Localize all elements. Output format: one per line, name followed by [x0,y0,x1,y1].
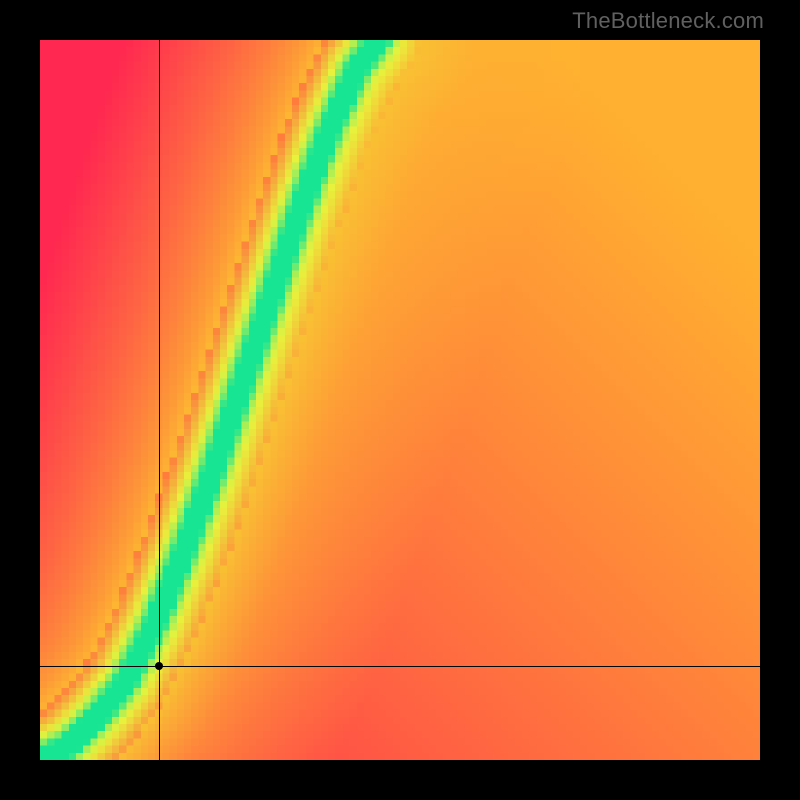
watermark-text: TheBottleneck.com [572,8,764,34]
crosshair-marker [155,662,163,670]
crosshair-horizontal [40,666,760,667]
heatmap-canvas [40,40,760,760]
plot-area [40,40,760,760]
crosshair-vertical [159,40,160,760]
